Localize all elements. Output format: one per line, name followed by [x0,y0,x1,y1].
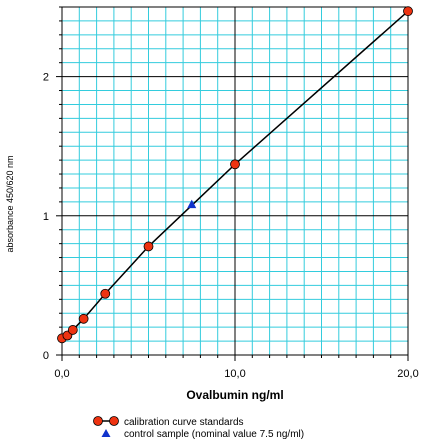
standard-point [403,6,413,17]
x-tick-label: 10,0 [224,368,245,380]
y-tick-label: 1 [43,211,49,223]
x-tick-label: 20,0 [397,368,418,380]
standard-point [100,288,111,299]
x-axis-title: Ovalbumin ng/ml [186,388,283,402]
tick-labels: 0,0 10,0 20,0 0 1 2 [43,72,419,380]
data-markers [57,6,413,344]
legend-control-icon [101,429,111,437]
y-tick-label: 0 [43,350,49,362]
standard-point [78,313,89,324]
control-sample-point [187,199,197,209]
plot-grid [62,7,408,355]
legend-standards-icon [109,416,119,426]
legend: calibration curve standards control samp… [93,416,304,440]
legend-standards-icon [93,416,103,426]
plot-axes [56,6,409,361]
legend-control-label: control sample (nominal value 7.5 ng/ml) [124,429,304,440]
y-axis-title: absorbance 450/620 nm [5,155,15,252]
standard-point [67,325,78,335]
x-tick-label: 0,0 [54,368,69,380]
legend-standards-label: calibration curve standards [124,417,244,428]
y-tick-label: 2 [43,72,49,84]
standard-point [143,241,154,252]
standard-point [230,159,240,170]
